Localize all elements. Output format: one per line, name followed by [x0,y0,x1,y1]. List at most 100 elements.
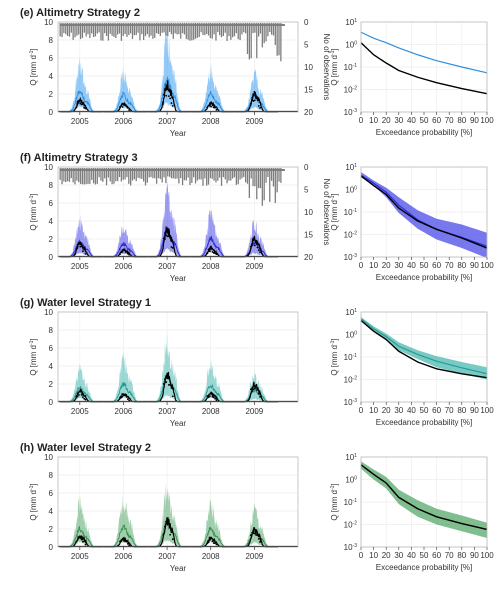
fdc-band [361,461,487,539]
year-tick-label: 2007 [158,117,176,126]
q-tick-label: 8 [49,326,54,335]
year-tick-label: 2009 [245,117,263,126]
observed-point [122,394,125,397]
observed-point [76,538,79,541]
fdc-x-tick-label: 20 [382,406,391,415]
exceed-axis-label: Exceedance probability [%] [376,273,473,282]
observed-point [84,107,87,110]
observed-point [81,102,84,104]
ensemble-band [191,360,235,402]
ensemble-band [60,496,104,547]
fdc-x-tick-label: 100 [480,261,494,270]
observed-point [126,252,129,255]
observed-point [167,383,170,386]
observed-point [165,381,168,383]
observed-point [210,105,213,108]
observed-point [83,397,86,400]
q-tick-label: 10 [44,453,53,462]
panel-h: (h) Water level Strategy 2 0 2 4 6 8 10 Q [mm d… [20,442,494,573]
q-axis-label: Q [mm d-1] [29,483,38,520]
q-tick-label: 4 [49,362,54,371]
observed-point [120,104,123,107]
observed-point [121,395,124,398]
fdc-q-axis-label: Q [mm d-1] [330,338,339,375]
observed-point [76,395,79,398]
observed-point [78,242,80,245]
observed-point [212,542,215,544]
observed-point [80,103,83,106]
year-axis-label: Year [170,274,187,283]
observed-point [207,248,210,251]
year-tick-label: 2008 [202,552,220,561]
observed-point [206,542,209,545]
observed-point [120,539,123,542]
q-tick-label: 0 [49,398,54,407]
observed-point [126,543,129,545]
fdc-y-tick-label: 10-3 [344,543,358,552]
q-tick-label: 8 [49,36,54,45]
observed-point [76,243,79,246]
observed-point [206,252,209,255]
observed-point [259,396,261,398]
fdc-x-tick-label: 60 [432,551,441,560]
observed-point [249,534,252,537]
observed-point [170,246,173,248]
observed-point [165,234,168,237]
fdc-y-tick-label: 10-1 [344,63,358,72]
observed-point [84,398,87,401]
observed-point [207,104,210,107]
observed-point [259,106,261,109]
obs-tick-label: 0 [304,163,309,172]
observed-point [171,538,174,541]
q-tick-label: 0 [49,253,54,262]
observed-point [249,388,252,391]
observed-point [255,384,258,387]
ensemble-band [60,56,104,112]
ensemble-band [103,352,148,402]
observed-point [165,94,168,97]
observed-point [128,399,131,402]
observed-point [79,390,82,393]
obs-tick-label: 5 [304,41,309,50]
fdc-x-tick-label: 80 [457,261,466,270]
fdc-obs-line [360,319,488,379]
observed-point [164,525,166,528]
fdc-x-tick-label: 30 [394,406,403,415]
q-tick-label: 2 [49,90,54,99]
observed-point [256,532,259,534]
observed-point [256,388,259,391]
observed-point [214,252,216,255]
year-tick-label: 2005 [71,117,89,126]
q-tick-label: 8 [49,181,54,190]
ensemble-band [147,181,191,257]
observed-point [81,250,84,253]
observed-point [120,396,123,399]
observed-point [125,396,128,398]
year-tick-label: 2006 [115,262,133,271]
fdc-x-tick-label: 0 [359,116,364,125]
year-tick-label: 2009 [245,262,263,271]
observed-point [122,539,125,542]
q-tick-label: 2 [49,525,54,534]
fdc-y-tick-label: 100 [345,41,357,50]
observed-point [253,99,256,102]
year-axis-label: Year [170,129,187,138]
observed-point [75,247,78,250]
observed-point [206,106,209,109]
fdc-y-tick-label: 10-1 [344,353,358,362]
observed-point [210,248,213,250]
ensemble-band [103,226,148,257]
ensemble-band [191,500,235,547]
fdc-x-tick-label: 20 [382,551,391,560]
observed-point [83,248,86,251]
fdc-obs-line [360,175,488,249]
panel-title: (g) Water level Strategy 1 [20,297,151,309]
fdc-q-axis-label: Q [mm d-1] [330,193,339,230]
observed-point [124,394,127,397]
observed-point [169,236,172,239]
observed-point [121,250,124,253]
obs-tick-label: 10 [304,208,313,217]
observed-point [83,540,86,542]
year-tick-label: 2007 [158,552,176,561]
